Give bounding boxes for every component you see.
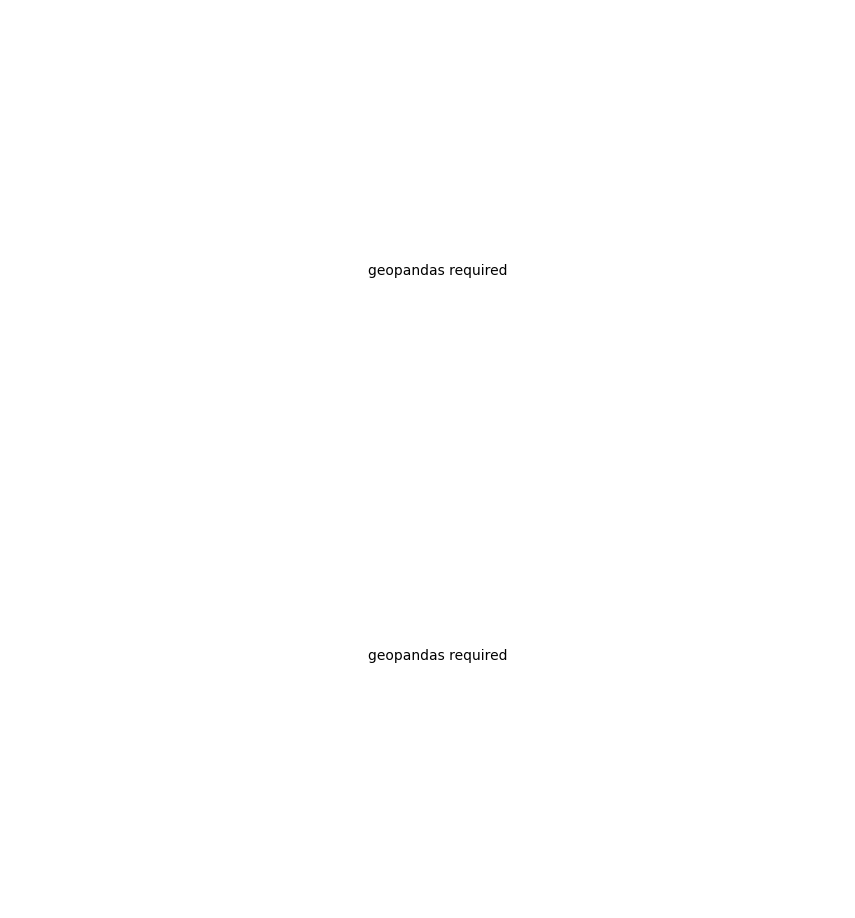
Text: geopandas required: geopandas required: [369, 649, 508, 664]
Text: geopandas required: geopandas required: [369, 263, 508, 278]
